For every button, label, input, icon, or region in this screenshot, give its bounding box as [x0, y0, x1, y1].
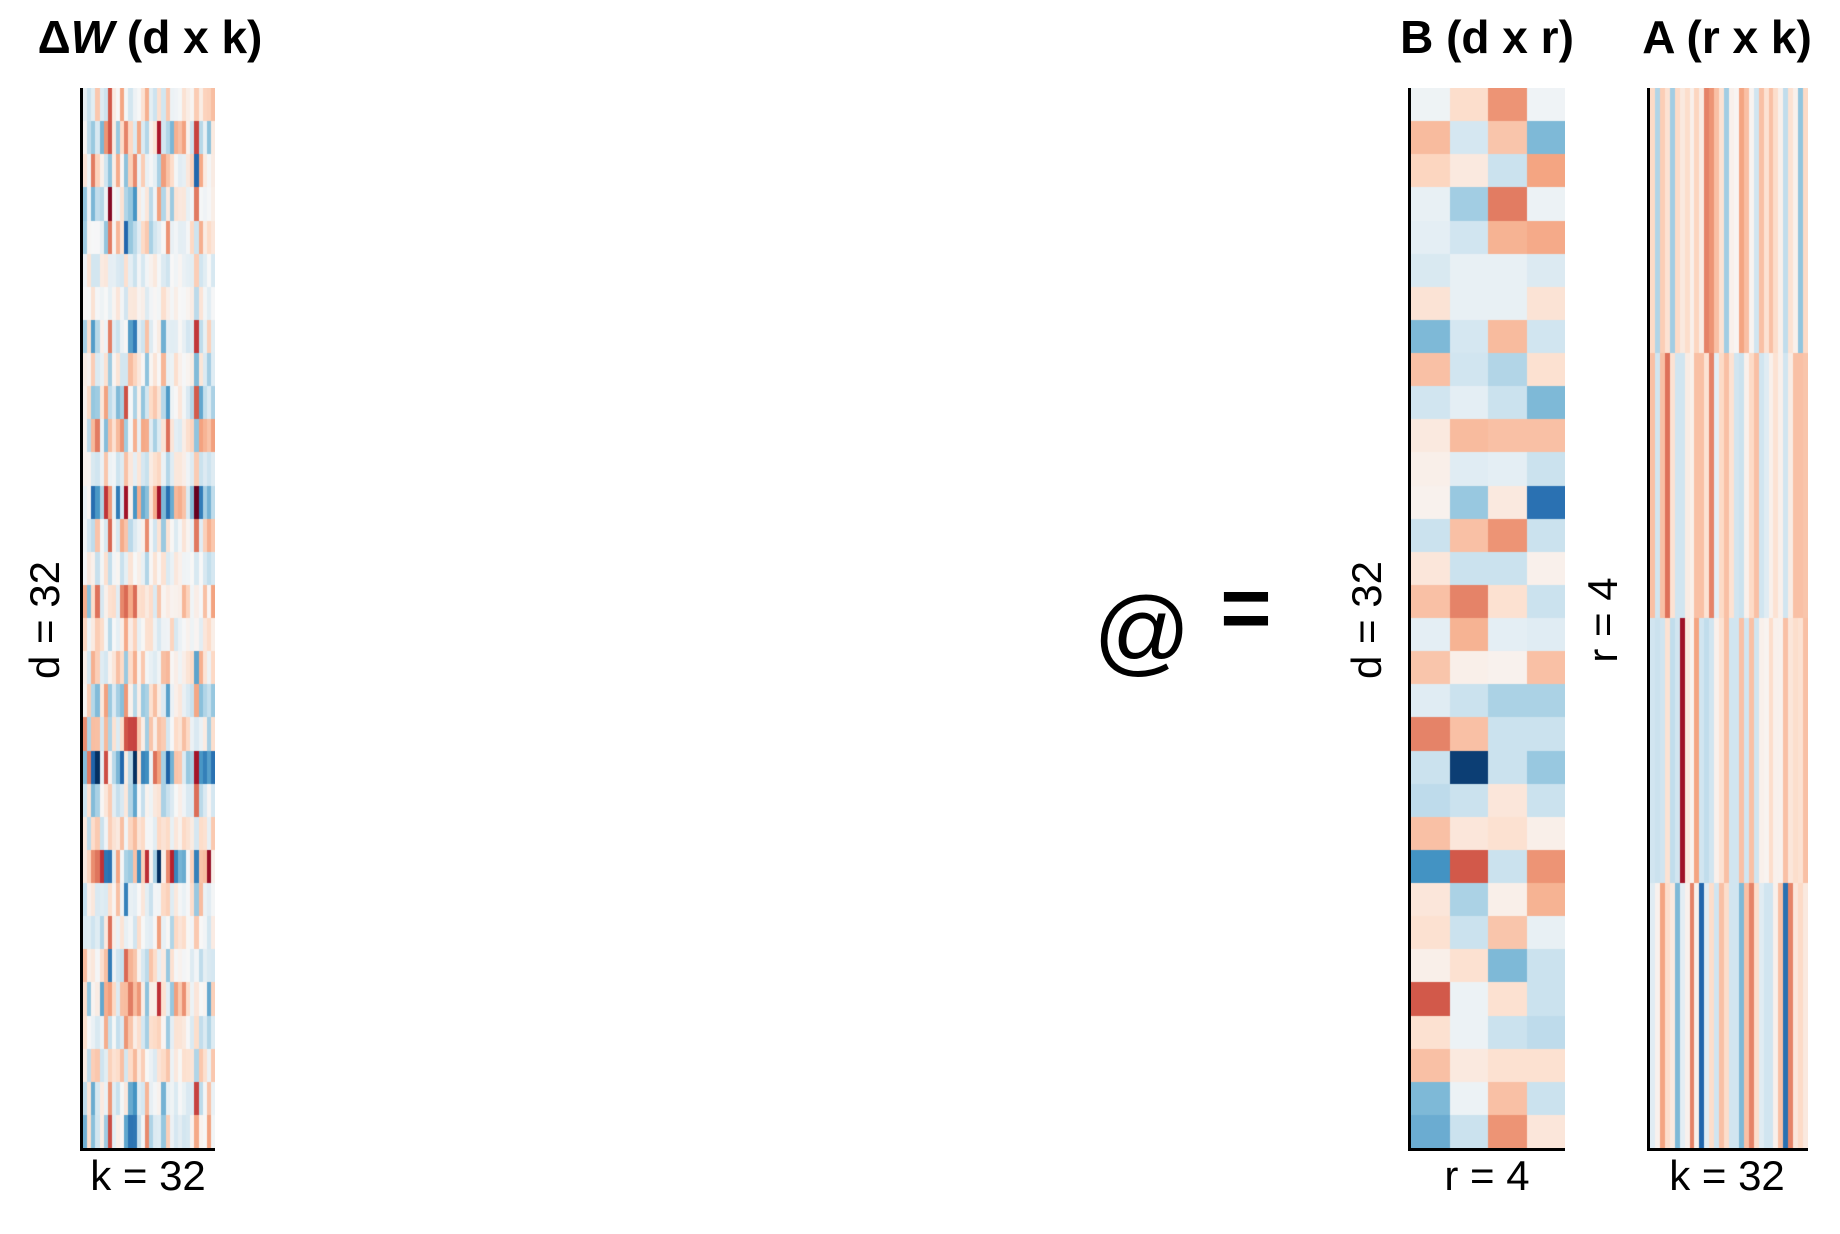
a-heatmap: [1647, 88, 1808, 1151]
w-symbol: W: [70, 11, 115, 63]
equals-operator: =: [1220, 558, 1272, 657]
b-col-label: r = 4: [1444, 1152, 1530, 1199]
delta-w-heatmap: [80, 88, 215, 1151]
a-col-label: k = 32: [1669, 1152, 1785, 1199]
delta-w-dims: (d x k): [114, 11, 263, 63]
b-heatmap: [1408, 88, 1565, 1151]
a-title: A (r x k): [1642, 11, 1812, 63]
delta-w-row-label: d = 32: [21, 561, 68, 679]
delta-w-col-label: k = 32: [90, 1152, 206, 1199]
matmul-operator: @: [1093, 578, 1191, 685]
a-row-label: r = 4: [1579, 577, 1626, 663]
delta-symbol: Δ: [37, 11, 71, 63]
delta-w-title: ΔW (d x k): [0, 10, 310, 64]
b-row-label: d = 32: [1343, 561, 1390, 679]
b-title: B (d x r): [1400, 11, 1574, 63]
